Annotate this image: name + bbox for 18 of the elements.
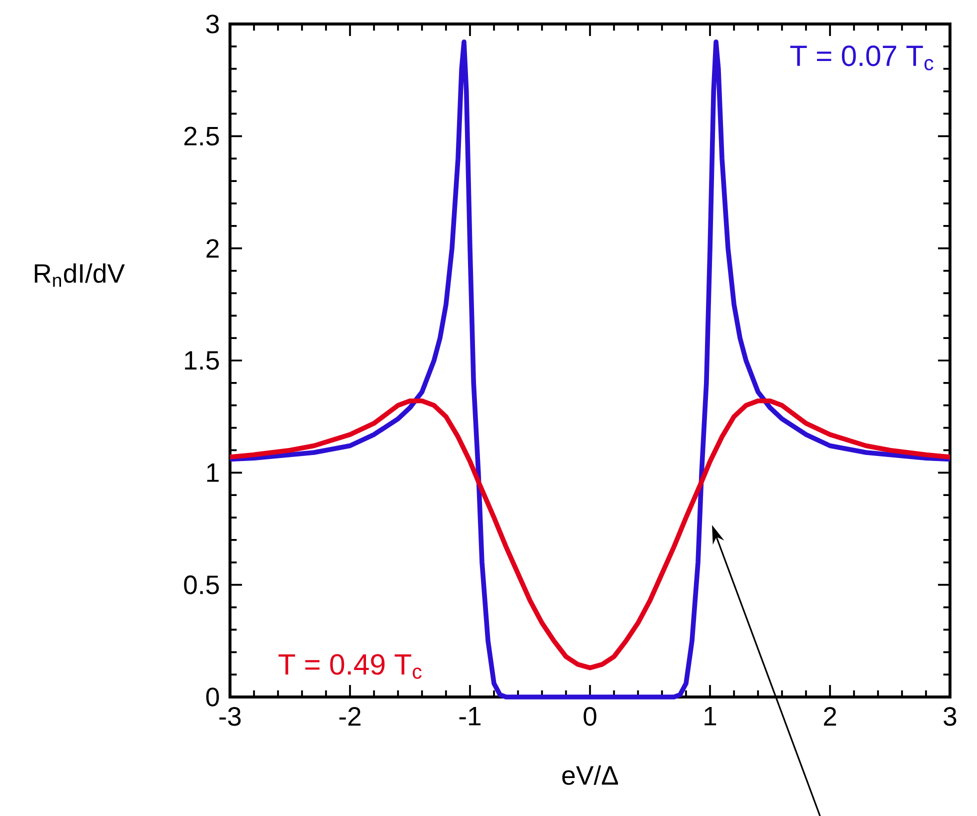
y-axis-title: R$_{n}$dI/dV xyxy=(34,263,125,287)
x-tick-label: -3 xyxy=(219,707,241,726)
x-tick-label: -2 xyxy=(339,707,360,726)
y-tick-label: 2.5 xyxy=(184,126,219,146)
text: T = 0.07 T$_{c}$ xyxy=(790,46,934,70)
y-tick-label: 0.5 xyxy=(184,575,219,594)
y-tick-label: 1 xyxy=(207,464,219,482)
x-tick-label: 3 xyxy=(944,707,956,726)
y-tick-label: 0 xyxy=(206,688,219,706)
y-tick-label: 2 xyxy=(206,239,219,258)
y-tick-label: 1.5 xyxy=(185,351,219,370)
x-tick-label: -1 xyxy=(459,707,481,726)
x-axis-title: eV/Δ xyxy=(562,765,618,785)
y-tick-label: 3 xyxy=(206,14,219,34)
text: T = 0.49 T$_{c}$ xyxy=(278,654,422,679)
x-tick-label: 0 xyxy=(584,707,596,726)
x-tick-label: 1 xyxy=(704,707,716,726)
x-tick-label: 2 xyxy=(824,707,836,726)
